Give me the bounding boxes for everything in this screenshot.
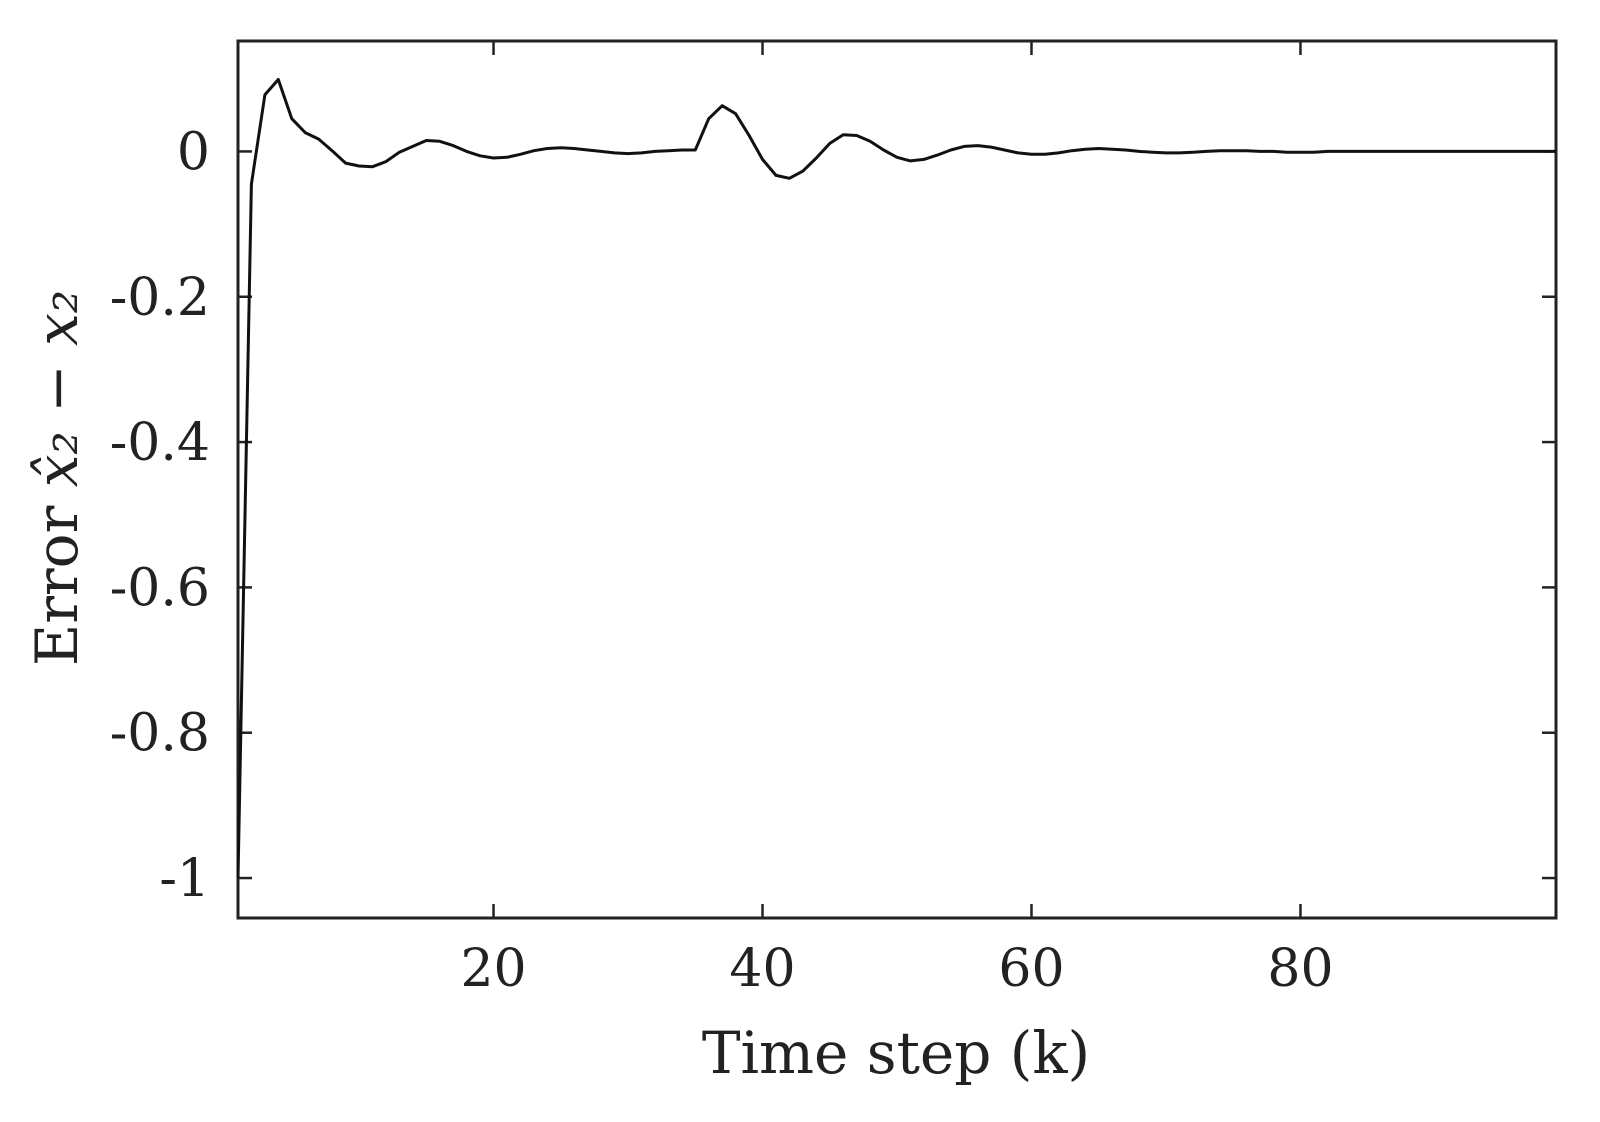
y-axis-title-prefix: Error [23,505,91,666]
x-axis-title: Time step (k) [702,1019,1090,1087]
x-tick-label: 40 [729,939,795,999]
y-axis-title: Error x̂₂ − x₂ [23,290,91,666]
y-tick-label: -0.2 [110,268,210,328]
axes-layer [236,39,1558,920]
svg-text:Error x̂₂ − x: Error x̂₂ − x₂ [23,290,91,666]
series-line-0 [236,78,1556,879]
ticks-layer: 20 40 60 80 0 -0.2 -0.4 -0.6 -0.8 -1 [110,41,1556,999]
y-tick-label: -1 [159,849,210,909]
x-tick-label: 60 [998,939,1064,999]
series-layer [236,78,1556,879]
y-tick-label: -0.4 [110,413,210,473]
plot-frame [236,39,1558,920]
y-tick-label: 0 [177,122,210,182]
y-tick-label: -0.6 [110,558,210,618]
y-axis-title-math: x̂₂ − x₂ [23,290,91,487]
x-tick-label: 20 [460,939,526,999]
x-tick-label: 80 [1267,939,1333,999]
y-tick-label: -0.8 [110,704,210,764]
